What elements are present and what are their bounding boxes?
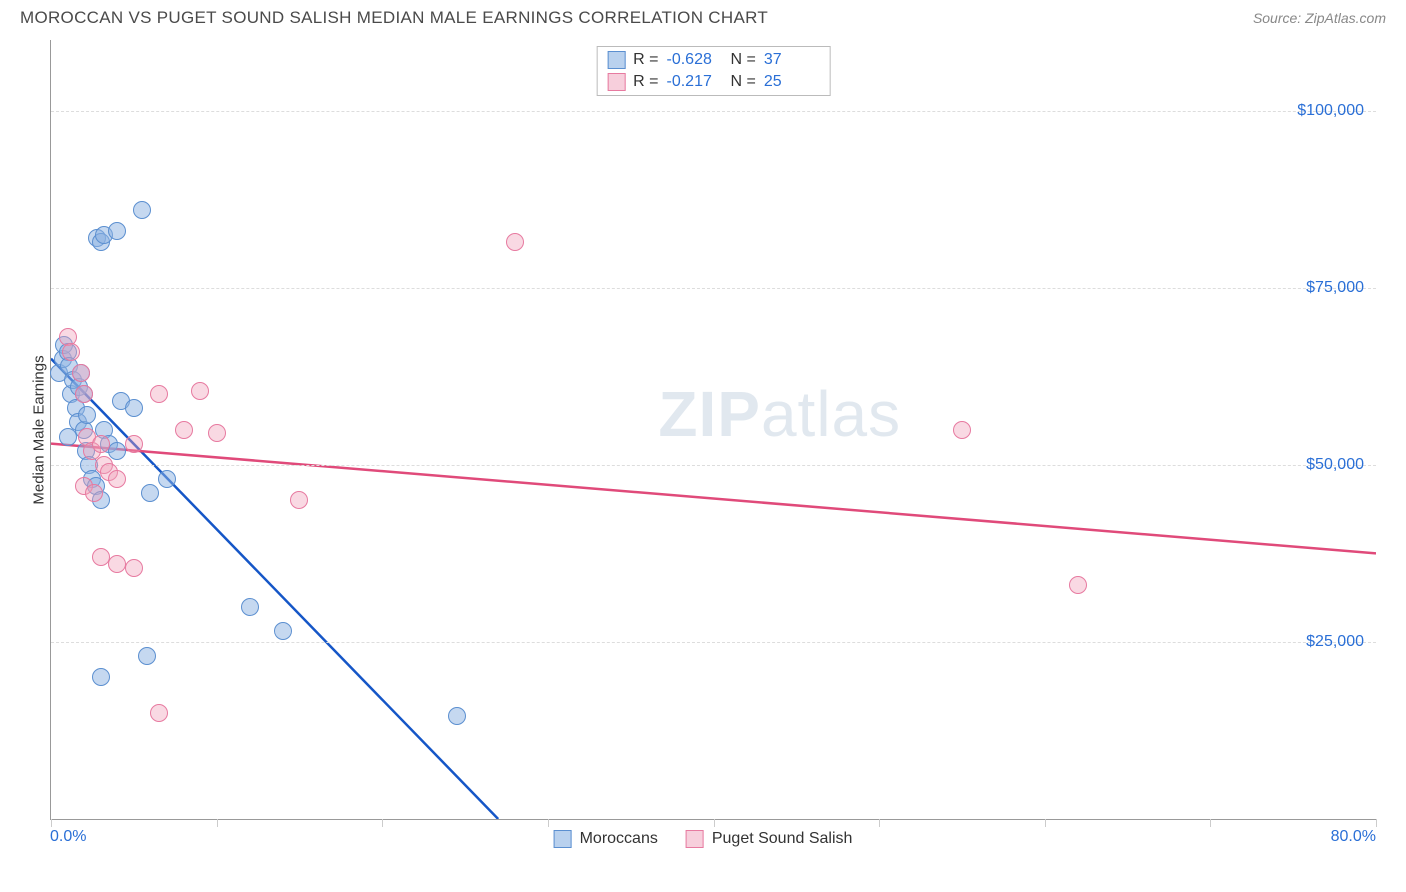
y-axis-label: Median Male Earnings: [31, 355, 48, 504]
data-point: [75, 385, 93, 403]
data-point: [150, 704, 168, 722]
source-attribution: Source: ZipAtlas.com: [1253, 10, 1386, 26]
data-point: [208, 424, 226, 442]
watermark: ZIPatlas: [658, 377, 901, 451]
swatch-blue: [607, 51, 625, 69]
data-point: [175, 421, 193, 439]
data-point: [506, 233, 524, 251]
correlation-stats-box: R = -0.628 N = 37 R = -0.217 N = 25: [596, 46, 831, 96]
data-point: [108, 222, 126, 240]
data-point: [108, 470, 126, 488]
r-label: R =: [633, 51, 658, 69]
y-tick-label: $75,000: [1306, 279, 1364, 297]
data-point: [85, 484, 103, 502]
x-tick: [548, 819, 549, 827]
r-value-moroccans: -0.628: [667, 51, 723, 69]
data-point: [92, 548, 110, 566]
plot-area: Median Male Earnings R = -0.628 N = 37 R…: [50, 40, 1376, 820]
r-label: R =: [633, 73, 658, 91]
n-value-salish: 25: [764, 73, 820, 91]
data-point: [125, 559, 143, 577]
x-tick: [714, 819, 715, 827]
data-point: [78, 406, 96, 424]
data-point: [138, 647, 156, 665]
gridline: [51, 288, 1376, 289]
x-axis-max-label: 80.0%: [1331, 828, 1376, 846]
trend-line: [51, 444, 1376, 554]
data-point: [158, 470, 176, 488]
legend-label-moroccans: Moroccans: [580, 830, 658, 848]
data-point: [141, 484, 159, 502]
gridline: [51, 642, 1376, 643]
y-tick-label: $50,000: [1306, 456, 1364, 474]
n-label: N =: [731, 51, 756, 69]
x-tick: [217, 819, 218, 827]
trend-lines-layer: [51, 40, 1376, 819]
data-point: [274, 622, 292, 640]
legend-item-salish: Puget Sound Salish: [686, 830, 853, 848]
data-point: [59, 428, 77, 446]
data-point: [241, 598, 259, 616]
x-axis-min-label: 0.0%: [50, 828, 86, 846]
swatch-blue: [554, 830, 572, 848]
legend: Moroccans Puget Sound Salish: [554, 830, 853, 848]
gridline: [51, 465, 1376, 466]
data-point: [448, 707, 466, 725]
stats-row-salish: R = -0.217 N = 25: [597, 71, 830, 93]
swatch-pink: [607, 73, 625, 91]
legend-label-salish: Puget Sound Salish: [712, 830, 853, 848]
data-point: [125, 435, 143, 453]
data-point: [1069, 576, 1087, 594]
stats-row-moroccans: R = -0.628 N = 37: [597, 49, 830, 71]
data-point: [108, 442, 126, 460]
x-tick: [1045, 819, 1046, 827]
x-tick: [382, 819, 383, 827]
y-tick-label: $25,000: [1306, 633, 1364, 651]
n-value-moroccans: 37: [764, 51, 820, 69]
r-value-salish: -0.217: [667, 73, 723, 91]
n-label: N =: [731, 73, 756, 91]
y-tick-label: $100,000: [1297, 102, 1364, 120]
swatch-pink: [686, 830, 704, 848]
data-point: [62, 343, 80, 361]
legend-item-moroccans: Moroccans: [554, 830, 658, 848]
data-point: [72, 364, 90, 382]
trend-line: [51, 359, 498, 819]
data-point: [108, 555, 126, 573]
data-point: [92, 435, 110, 453]
data-point: [133, 201, 151, 219]
data-point: [125, 399, 143, 417]
data-point: [92, 668, 110, 686]
data-point: [290, 491, 308, 509]
gridline: [51, 111, 1376, 112]
chart-container: Median Male Earnings R = -0.628 N = 37 R…: [20, 40, 1386, 850]
data-point: [150, 385, 168, 403]
x-tick: [879, 819, 880, 827]
data-point: [953, 421, 971, 439]
data-point: [191, 382, 209, 400]
x-tick: [1376, 819, 1377, 827]
x-tick: [51, 819, 52, 827]
x-tick: [1210, 819, 1211, 827]
chart-title: MOROCCAN VS PUGET SOUND SALISH MEDIAN MA…: [20, 8, 768, 28]
